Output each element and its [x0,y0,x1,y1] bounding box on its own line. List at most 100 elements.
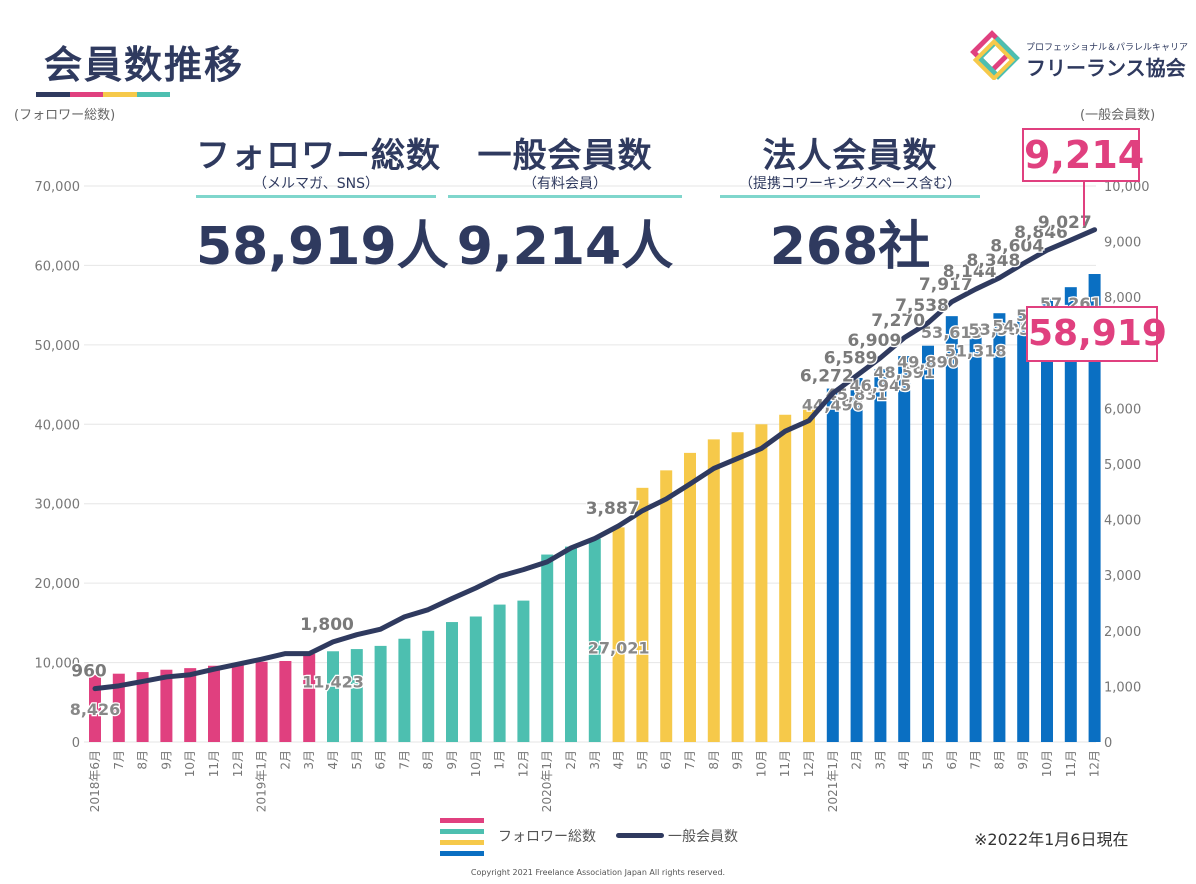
x-tick-label: 2021年1月 [826,750,840,812]
x-tick-label: 9月 [1016,750,1030,770]
x-tick-label: 11月 [207,750,221,777]
bar [565,546,577,742]
x-tick-label: 7月 [969,750,983,770]
bar [1041,298,1053,742]
bar [803,407,815,742]
line-value-label: 6,909 [848,331,902,351]
bar [350,649,363,742]
title-underline [36,92,170,97]
kpi-followers-sub: （メルマガ、SNS） [253,176,379,192]
right-axis-tick-label: 8,000 [1104,291,1141,306]
bar [993,313,1006,742]
right-axis-tick-label: 1,000 [1104,680,1141,695]
title-underline-segment [69,92,103,97]
line-value-label: 9,027 [1038,213,1092,233]
legend-swatch [440,818,484,823]
bar-value-label: 46,945 [850,376,912,395]
line-value-label: 8,348 [967,251,1021,271]
bar [398,638,411,742]
line-value-label: 7,538 [895,296,949,316]
right-axis-tick-label: 10,000 [1104,180,1150,195]
line-value-label: 7,917 [919,275,973,295]
x-tick-label: 2018年6月 [88,750,102,812]
legend: フォロワー総数 一般会員数 [440,818,760,858]
kpi-corporate-value: 268社 [769,217,931,277]
bar [136,672,149,742]
bar-value-label: 8,426 [70,700,121,719]
x-tick-label: 4月 [612,750,626,770]
legend-swatch [440,840,484,845]
page-title: 会員数推移 [44,43,245,87]
kpi-members: 一般会員数 （有料会員） 9,214人 [448,128,682,279]
kpi-followers: フォロワー総数 （メルマガ、SNS） 58,919人 [196,128,449,279]
bar-value-label: 51,318 [945,341,1007,360]
legend-bars-label: フォロワー総数 [498,829,596,845]
x-tick-label: 8月 [421,750,435,770]
x-tick-label: 10月 [754,750,768,777]
as-of-date: ※2022年1月6日現在 [974,830,1129,849]
left-axis-tick-label: 60,000 [35,259,81,274]
x-tick-label: 7月 [397,750,411,770]
bar [1088,274,1101,742]
x-tick-label: 12月 [516,750,530,777]
bar [1064,287,1077,742]
x-tick-label: 12月 [802,750,816,777]
logo-mark-icon [970,30,1020,82]
title-underline-segment [136,92,170,97]
left-axis-name: (フォロワー総数) [14,108,116,123]
bar-value-label: 27,021 [588,638,650,657]
legend-bar-swatches [440,818,484,862]
x-tick-label: 5月 [350,750,364,770]
legend-swatch [440,851,484,856]
kpi-members-label: 一般会員数 [477,136,653,176]
right-axis-name: (一般会員数) [1080,108,1156,123]
x-tick-label: 11月 [1064,750,1078,777]
bar-value-label: 53,613 [921,323,983,342]
x-tick-label: 6月 [374,750,388,770]
logo-subtitle: プロフェッショナル＆パラレルキャリア [1026,43,1189,53]
bar [279,660,292,742]
left-axis-tick-label: 0 [72,736,80,751]
bar [684,452,696,742]
bar [850,377,863,742]
kpi-corporate-sub: （提携コワーキングスペース含む） [739,176,961,192]
bar [612,527,625,742]
right-axis-tick-label: 2,000 [1104,625,1141,640]
x-tick-label: 1月 [493,750,507,770]
line-value-label: 8,846 [1014,223,1068,243]
x-tick-label: 10月 [469,750,483,777]
kpi-members-value: 9,214人 [456,217,674,277]
left-axis-tick-label: 50,000 [35,339,81,354]
bar [755,424,768,742]
kpi-followers-value: 58,919人 [196,217,449,277]
bar-value-label: 49,890 [897,353,959,372]
left-axis-tick-label: 70,000 [35,180,81,195]
x-tick-label: 7月 [112,750,126,770]
bar [422,630,435,742]
x-tick-label: 9月 [731,750,745,770]
x-tick-label: 3月 [873,750,887,770]
legend-swatch [440,829,484,834]
title-underline-segment [36,92,70,97]
bar [446,622,458,742]
line-value-label: 6,272 [800,366,854,386]
x-tick-label: 2月 [564,750,578,770]
bar [160,669,173,742]
kpi-corporate-label: 法人会員数 [762,136,938,176]
left-axis-tick-label: 20,000 [35,577,81,592]
line-value-label: 960 [71,662,107,682]
right-axis-tick-label: 6,000 [1104,402,1141,417]
legend-line-label: 一般会員数 [668,829,738,845]
x-tick-label: 9月 [159,750,173,770]
x-tick-label: 2019年1月 [255,750,269,812]
bar [184,668,197,742]
bar [327,651,339,742]
x-tick-label: 5月 [635,750,649,770]
logo-name: フリーランス協会 [1026,56,1186,80]
x-tick-label: 9月 [445,750,459,770]
x-tick-label: 4月 [326,750,340,770]
bar [89,675,101,742]
x-tick-label: 10月 [183,750,197,777]
copyright: Copyright 2021 Freelance Association Jap… [470,868,726,877]
